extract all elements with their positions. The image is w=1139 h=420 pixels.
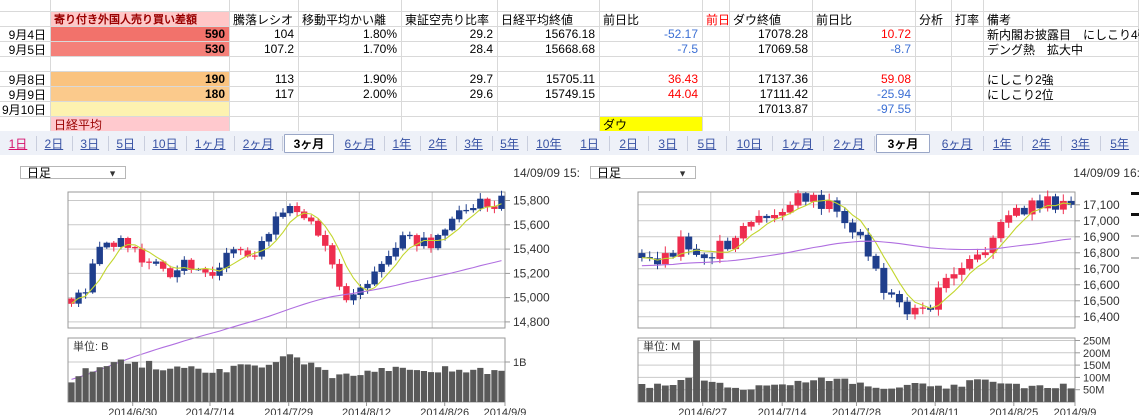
- svg-text:単位: M: 単位: M: [643, 339, 680, 353]
- svg-text:2014/8/26: 2014/8/26: [420, 407, 469, 415]
- svg-text:15,200: 15,200: [513, 266, 550, 280]
- svg-text:2014/7/29: 2014/7/29: [264, 407, 313, 415]
- svg-text:16,900: 16,900: [1083, 230, 1120, 244]
- svg-text:16,800: 16,800: [1083, 246, 1120, 260]
- svg-text:2014/7/14: 2014/7/14: [758, 407, 807, 415]
- svg-text:150M: 150M: [1083, 360, 1111, 372]
- svg-text:15,400: 15,400: [513, 242, 550, 256]
- svg-text:2014/8/11: 2014/8/11: [911, 407, 959, 415]
- svg-text:14,800: 14,800: [513, 315, 550, 329]
- svg-text:2014/6/27: 2014/6/27: [678, 407, 727, 415]
- svg-text:16,700: 16,700: [1083, 262, 1120, 276]
- svg-text:100M: 100M: [1083, 372, 1111, 384]
- svg-text:2014/7/28: 2014/7/28: [832, 407, 881, 415]
- svg-text:16,600: 16,600: [1083, 278, 1120, 292]
- svg-text:2014/8/25: 2014/8/25: [989, 407, 1038, 415]
- svg-text:2014/8/12: 2014/8/12: [342, 407, 391, 415]
- svg-text:17,100: 17,100: [1083, 198, 1120, 212]
- svg-text:2014/7/14: 2014/7/14: [186, 407, 235, 415]
- svg-text:15,000: 15,000: [513, 291, 550, 305]
- svg-text:1B: 1B: [513, 357, 526, 369]
- svg-text:2014/9/9: 2014/9/9: [484, 407, 527, 415]
- svg-text:250M: 250M: [1083, 336, 1111, 348]
- svg-text:単位: B: 単位: B: [73, 339, 108, 353]
- svg-text:15,600: 15,600: [513, 218, 550, 232]
- svg-text:16,500: 16,500: [1083, 294, 1120, 308]
- svg-text:15,800: 15,800: [513, 194, 550, 208]
- svg-text:16,400: 16,400: [1083, 310, 1120, 324]
- svg-text:200M: 200M: [1083, 348, 1111, 360]
- svg-text:50M: 50M: [1083, 385, 1104, 397]
- svg-text:2014/9/9: 2014/9/9: [1054, 407, 1097, 415]
- svg-text:17,000: 17,000: [1083, 214, 1120, 228]
- svg-text:2014/6/30: 2014/6/30: [108, 407, 157, 415]
